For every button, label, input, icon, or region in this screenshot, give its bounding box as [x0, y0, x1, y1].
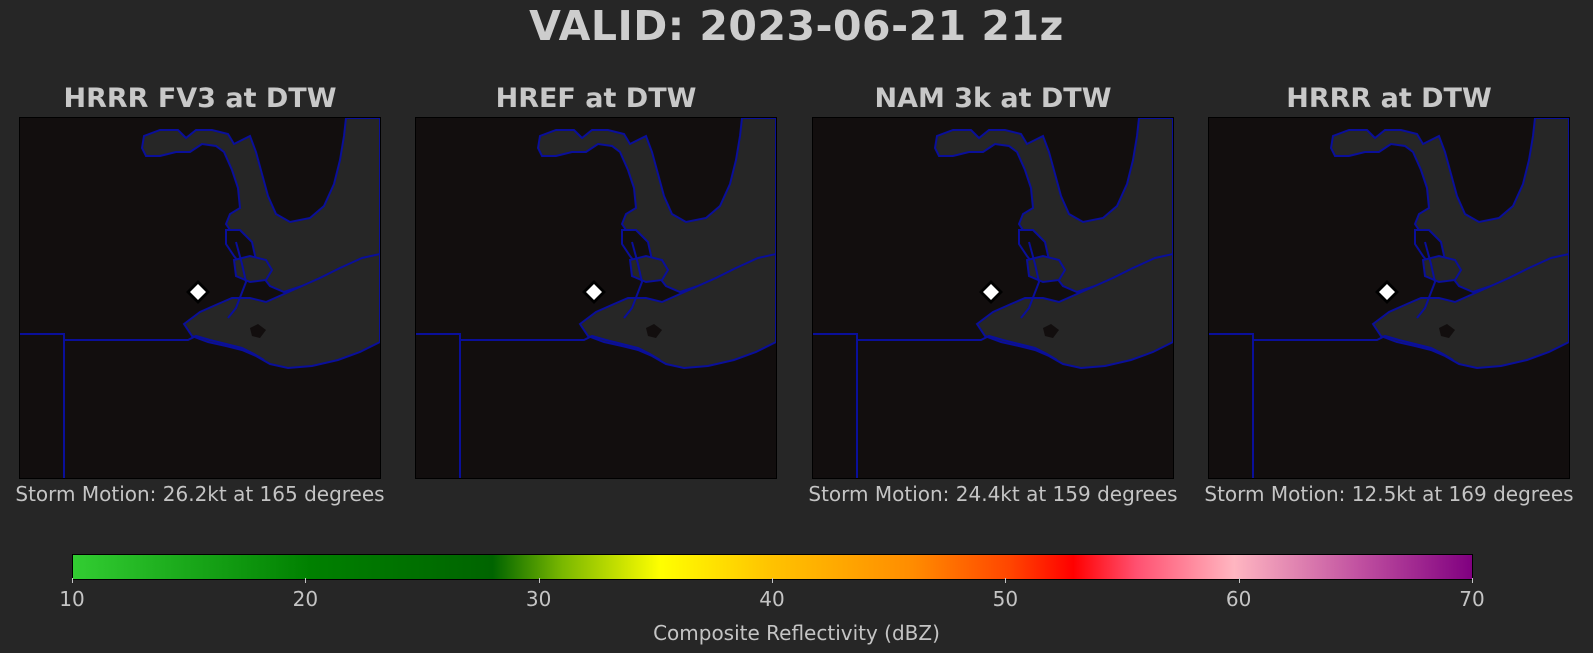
- lake-st-clair: [1421, 254, 1463, 284]
- lake-huron: [1329, 118, 1569, 294]
- lake-st-clair: [1025, 254, 1067, 284]
- lake-erie: [975, 252, 1173, 370]
- colorbar-tick-label: 70: [1459, 587, 1485, 611]
- lake-huron: [536, 118, 776, 294]
- colorbar-tick: [305, 578, 307, 583]
- colorbar-tick-label: 60: [1225, 587, 1252, 611]
- state-boundary: [857, 334, 1058, 361]
- state-boundary: [20, 333, 65, 478]
- lake-erie: [1371, 252, 1569, 370]
- colorbar-tick-label: 40: [759, 587, 785, 611]
- colorbar-tick-label: 10: [59, 587, 85, 611]
- panel-title: HRRR at DTW: [1286, 83, 1492, 114]
- river: [623, 241, 644, 319]
- lake-st-clair: [232, 254, 274, 284]
- lake-huron: [140, 118, 380, 294]
- colorbar-tick: [772, 578, 773, 583]
- colorbar-gradient: [72, 554, 1473, 580]
- erie-island: [250, 324, 266, 338]
- lake-erie: [182, 252, 380, 370]
- colorbar-tick-label: 30: [525, 587, 552, 611]
- storm-motion-label: Storm Motion: 26.2kt at 165 degrees: [15, 482, 385, 506]
- erie-island: [1439, 324, 1455, 338]
- lake-st-clair: [628, 254, 670, 284]
- panel-title: HRRR FV3 at DTW: [63, 83, 337, 114]
- river: [1416, 241, 1437, 319]
- colorbar-tick: [538, 578, 540, 583]
- page-title: VALID: 2023-06-21 21z: [529, 2, 1064, 50]
- panel-title: NAM 3k at DTW: [874, 83, 1112, 114]
- colorbar-tick-label: 50: [992, 587, 1019, 611]
- panel-nam-3k: NAM 3k at DTW Storm Motion: 24.4kt at 15…: [808, 80, 1177, 506]
- state-boundary: [460, 334, 661, 361]
- map: [812, 117, 1174, 479]
- colorbar-tick: [1238, 578, 1240, 583]
- panel-href: HREF at DTW: [415, 80, 777, 479]
- state-boundary: [64, 334, 265, 361]
- map: [19, 117, 381, 479]
- colorbar-label: Composite Reflectivity (dBZ): [653, 621, 940, 645]
- state-boundary: [813, 333, 858, 478]
- river: [227, 241, 248, 319]
- colorbar-tick: [1472, 578, 1473, 583]
- diamond-marker-icon: [1379, 284, 1395, 300]
- storm-motion-label: Storm Motion: 24.4kt at 159 degrees: [808, 482, 1178, 506]
- map: [415, 117, 777, 479]
- map: [1208, 117, 1570, 479]
- colorbar-tick-label: 20: [292, 587, 319, 611]
- state-boundary: [1209, 333, 1254, 478]
- state-boundary: [416, 333, 461, 478]
- panel-hrrr-fv3: HRRR FV3 at DTW Storm Motion: 26.2kt at …: [15, 80, 384, 506]
- diamond-marker-icon: [586, 284, 602, 300]
- lake-erie: [578, 252, 776, 370]
- erie-island: [646, 324, 662, 338]
- panel-hrrr: HRRR at DTW Storm Motion: 12.5kt at 169 …: [1204, 80, 1573, 506]
- lake-huron: [933, 118, 1173, 294]
- diamond-marker-icon: [190, 284, 206, 300]
- storm-motion-label: Storm Motion: 12.5kt at 169 degrees: [1204, 482, 1574, 506]
- colorbar-tick: [1005, 578, 1007, 583]
- erie-island: [1043, 324, 1059, 338]
- diamond-marker-icon: [983, 284, 999, 300]
- colorbar: 10 20 30 40 50 60 70: [59, 554, 1485, 611]
- state-boundary: [1253, 334, 1454, 361]
- panel-title: HREF at DTW: [495, 83, 697, 114]
- river: [1020, 241, 1041, 319]
- colorbar-tick: [72, 578, 73, 583]
